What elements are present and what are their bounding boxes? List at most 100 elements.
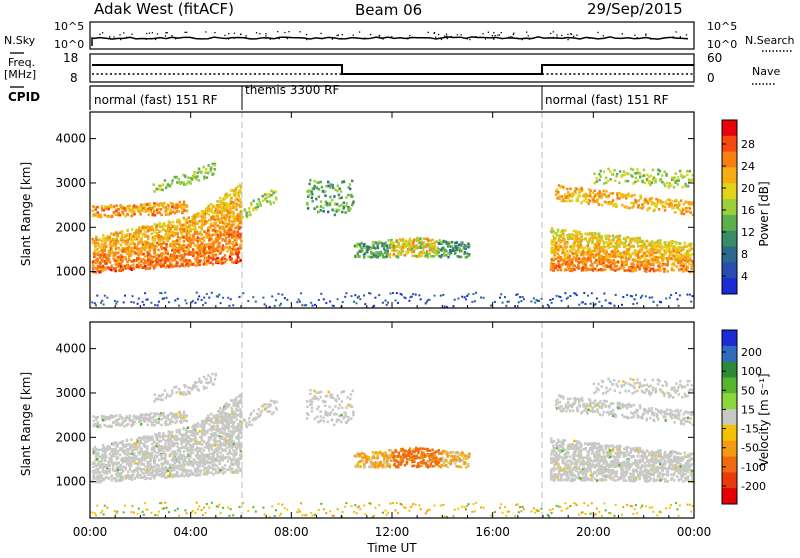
velocity-cell [111,479,113,482]
power-cell [408,239,410,242]
power-cell [127,240,129,243]
power-cell [434,295,436,297]
power-cell [213,164,215,167]
power-cell [198,220,200,223]
power-cell [603,171,605,174]
noise-search-dot [205,31,206,32]
power-cell [301,304,303,306]
power-cell [121,256,123,259]
power-cell [148,210,150,213]
power-cell [377,247,379,250]
power-cell [209,226,211,229]
power-cell [159,222,161,225]
power-cell [197,171,199,174]
power-cell [636,242,638,245]
noise-search-dot [353,35,354,36]
power-cell [665,298,667,300]
power-cell [268,195,270,198]
power-cell [689,255,691,258]
power-cell [577,196,579,199]
power-cell [105,262,107,265]
power-cell [395,246,397,249]
power-cell [94,245,96,248]
power-cell [108,255,110,258]
power-cell [557,262,559,265]
power-cell [206,176,208,179]
power-cell [581,188,583,191]
power-cell [192,248,194,251]
power-cell [596,264,598,267]
power-cell [238,251,240,254]
power-cell [203,236,205,239]
power-cell [675,172,677,175]
power-cell [404,243,406,246]
power-cell [334,188,336,191]
power-cell [639,237,641,240]
power-cell [239,296,241,298]
power-cell [184,299,186,301]
power-cell [460,256,462,259]
power-cell [499,297,501,299]
power-cell [349,183,351,186]
power-cell [203,246,205,249]
power-cell [131,240,133,243]
power-cell [133,259,135,262]
noise-search-dot [165,35,166,36]
power-cell [135,235,137,238]
velocity-cell [113,454,115,457]
power-cell [222,297,224,299]
power-cell [612,199,614,202]
velocity-cell [136,448,138,451]
power-cell [199,264,201,267]
noise-search-dot [338,34,339,35]
power-cell [549,299,551,301]
power-cell [134,247,136,250]
power-cell [165,211,167,214]
power-cell [202,304,204,306]
power-cell [92,215,94,218]
power-cell [522,296,524,298]
velocity-cell [112,469,114,472]
power-cell [652,262,654,265]
power-cell [262,195,264,198]
power-cell [679,243,681,246]
velocity-cell [142,463,144,466]
power-cell [123,256,125,259]
power-cell [181,230,183,233]
power-cell [332,187,334,190]
power-cell [387,302,389,304]
power-cell [514,305,516,307]
velocity-cell [137,476,139,479]
power-cell [576,200,578,203]
power-cell [128,259,130,262]
power-cell [110,269,112,272]
power-cell [397,253,399,256]
power-cell [571,199,573,202]
power-cell [431,244,433,247]
velocity-cell [119,454,121,457]
power-cell [324,190,326,193]
power-cell [452,305,454,307]
power-cell [571,261,573,264]
power-cell [180,244,182,247]
power-cell [669,199,671,202]
power-cell [475,292,477,294]
power-cell [442,294,444,296]
power-cell [221,258,223,261]
power-cell [194,302,196,304]
power-cell [619,170,621,173]
power-cell [105,255,107,258]
power-cell [163,297,165,299]
power-cell [474,300,476,302]
power-cell [618,181,620,184]
power-cell [265,196,267,199]
velocity-cell [144,478,146,481]
power-cell [388,255,390,258]
power-cell [686,174,688,177]
noise-search-dot [553,31,554,32]
power-cell [687,294,689,296]
power-cell [385,300,387,302]
power-cell [233,261,235,264]
power-cell [465,247,467,250]
power-cell [465,244,467,247]
